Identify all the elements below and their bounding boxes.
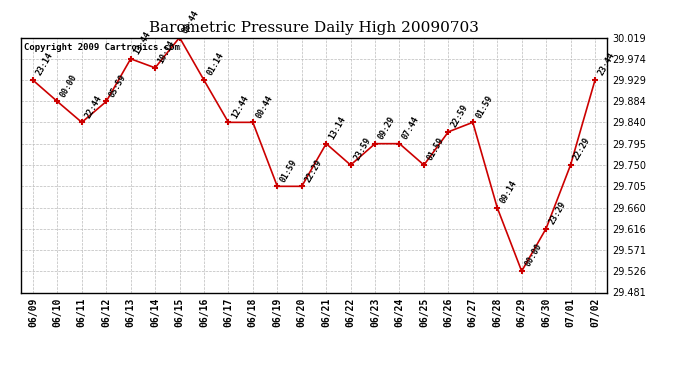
Text: 22:29: 22:29 [303,158,324,183]
Text: 00:44: 00:44 [254,93,275,120]
Text: 00:00: 00:00 [59,72,79,99]
Text: 23:44: 23:44 [596,51,617,77]
Text: 01:14: 01:14 [206,51,226,77]
Text: 01:59: 01:59 [279,158,299,183]
Text: 01:59: 01:59 [425,136,446,162]
Text: 12:44: 12:44 [230,93,250,120]
Text: 23:59: 23:59 [352,136,373,162]
Text: 22:59: 22:59 [450,103,470,129]
Text: 22:44: 22:44 [83,93,104,120]
Text: 22:29: 22:29 [572,136,592,162]
Text: 23:14: 23:14 [34,51,55,77]
Text: 23:29: 23:29 [547,200,568,226]
Text: 10:14: 10:14 [157,39,177,65]
Text: 08:44: 08:44 [181,9,201,35]
Title: Barometric Pressure Daily High 20090703: Barometric Pressure Daily High 20090703 [149,21,479,35]
Text: 13:14: 13:14 [328,115,348,141]
Text: 09:29: 09:29 [377,115,397,141]
Text: 07:44: 07:44 [401,115,421,141]
Text: Copyright 2009 Cartronics.com: Copyright 2009 Cartronics.com [23,43,179,52]
Text: 13:44: 13:44 [132,30,152,56]
Text: 00:00: 00:00 [523,242,543,268]
Text: 05:59: 05:59 [108,72,128,99]
Text: 09:14: 09:14 [499,179,519,205]
Text: 01:59: 01:59 [474,93,495,120]
